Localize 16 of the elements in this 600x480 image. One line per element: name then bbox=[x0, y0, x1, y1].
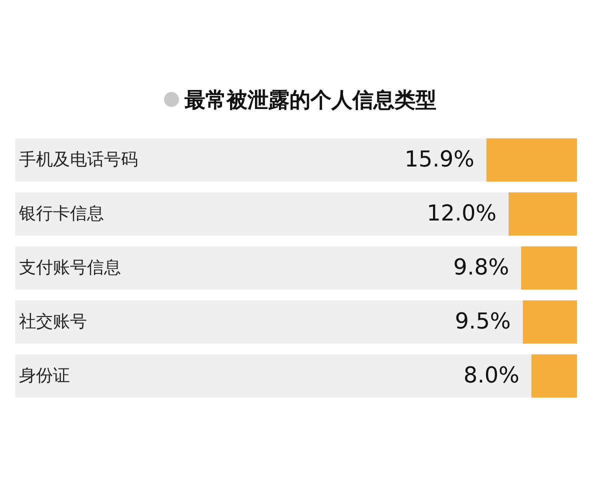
y-tick-label: 社交账号 bbox=[19, 312, 87, 332]
data-label: 8.0% bbox=[463, 364, 520, 388]
y-tick-label: 支付账号信息 bbox=[19, 258, 121, 278]
bar bbox=[521, 246, 577, 290]
data-label: 9.8% bbox=[453, 256, 510, 280]
text: 最常被泄露的个人信息类型 bbox=[184, 88, 436, 112]
y-tick-label: 手机及电话号码 bbox=[19, 150, 138, 170]
data-label: 15.9% bbox=[404, 148, 474, 172]
bar bbox=[486, 138, 577, 182]
data-label: 12.0% bbox=[426, 202, 497, 226]
bar bbox=[531, 354, 577, 398]
y-tick-label: 身份证 bbox=[19, 366, 70, 386]
y-tick-label: 银行卡信息 bbox=[18, 204, 104, 224]
bar bbox=[508, 192, 577, 236]
data-label: 9.5% bbox=[454, 310, 511, 334]
bar bbox=[522, 300, 577, 344]
